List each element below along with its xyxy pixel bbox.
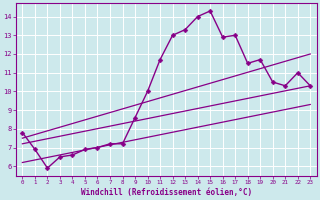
X-axis label: Windchill (Refroidissement éolien,°C): Windchill (Refroidissement éolien,°C) [81, 188, 252, 197]
